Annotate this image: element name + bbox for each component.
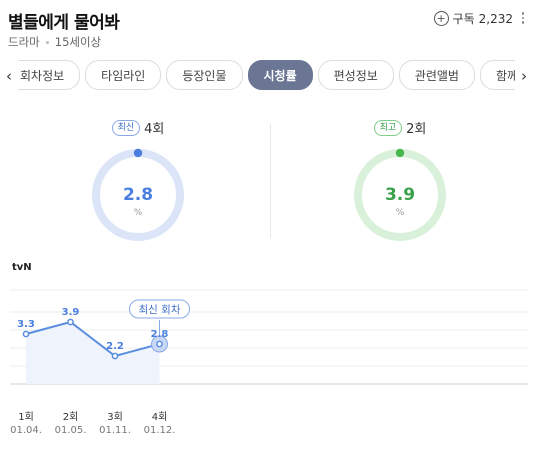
- page-title: 별들에게 물어봐: [8, 13, 120, 33]
- series-line: [25, 320, 160, 358]
- gauge-indicator: [395, 148, 405, 158]
- data-label: 2.2: [106, 341, 124, 352]
- peak-rating-value: 3.9: [385, 185, 415, 205]
- latest-rating-unit: %: [134, 208, 143, 218]
- tab-related-albums[interactable]: 관련앨범: [398, 60, 475, 90]
- chevron-left-icon[interactable]: ‹: [6, 67, 12, 85]
- peak-rating-gauge: 3.9 %: [354, 148, 446, 241]
- subscribe-label: 구독: [452, 12, 475, 26]
- latest-rating-value: 2.8: [123, 185, 153, 205]
- gauge-indicator: [133, 148, 143, 158]
- latest-rating-card: 최신 4회 2.8 %: [38, 118, 238, 248]
- episode-tick: 4회: [151, 412, 168, 423]
- data-point[interactable]: [22, 330, 30, 338]
- episode-tick: 1회: [18, 412, 34, 423]
- series-area: [26, 322, 160, 384]
- x-tick-label: 2회 01.05.: [51, 411, 91, 437]
- tab-track: 회차정보 타임라인 등장인물 시청률 편성정보 관련앨범 함께 볼: [18, 60, 515, 90]
- peak-episode: 2회: [406, 122, 427, 137]
- peak-rating-unit: %: [396, 208, 405, 218]
- data-point[interactable]: [156, 340, 163, 348]
- tab-watch-together[interactable]: 함께 볼: [479, 60, 515, 90]
- x-tick-label: 1회 01.04.: [6, 411, 46, 437]
- episode-tick: 2회: [62, 412, 79, 423]
- date-tick: 01.12.: [143, 425, 176, 436]
- subscribe-button[interactable]: + 구독 2,232: [433, 10, 513, 27]
- genre-label: 드라마: [8, 35, 40, 49]
- x-tick-label: 3회 01.11.: [95, 411, 135, 437]
- chevron-right-icon[interactable]: ›: [521, 67, 527, 85]
- age-rating-label: 15세이상: [54, 35, 102, 49]
- tab-timeline[interactable]: 타임라인: [85, 60, 162, 90]
- program-meta: 드라마 15세이상: [8, 34, 101, 50]
- channel-label: tvN: [12, 262, 32, 273]
- data-point[interactable]: [111, 352, 119, 360]
- tab-episode-info[interactable]: 회차정보: [18, 60, 81, 90]
- date-tick: 01.05.: [54, 425, 87, 436]
- latest-badge: 최신: [111, 119, 141, 136]
- latest-episode: 4회: [144, 122, 165, 137]
- tab-bar: ‹ 회차정보 타임라인 등장인물 시청률 편성정보 관련앨범 함께 볼 ›: [0, 60, 533, 90]
- subscribe-count: 2,232: [478, 11, 513, 26]
- date-tick: 01.04.: [10, 425, 42, 436]
- ratings-line-chart: 최신 회차 3.3 3.9 2.2 2.8: [10, 289, 528, 385]
- latest-episode-callout: [129, 299, 190, 319]
- date-tick: 01.11.: [99, 425, 131, 436]
- peak-badge: 최고: [373, 119, 403, 136]
- x-tick-label: 4회 01.12.: [140, 411, 180, 437]
- data-point[interactable]: [67, 318, 74, 326]
- plus-icon: +: [433, 11, 449, 26]
- program-header: 별들에게 물어봐 드라마 15세이상 + 구독 2,232: [8, 6, 525, 54]
- peak-rating-card: 최고 2회 3.9 %: [300, 118, 500, 248]
- divider: [270, 124, 271, 238]
- tab-cast[interactable]: 등장인물: [166, 60, 243, 90]
- data-label: 3.9: [62, 307, 80, 318]
- more-options-icon[interactable]: [521, 12, 525, 24]
- tab-ratings[interactable]: 시청률: [247, 60, 313, 90]
- data-label: 3.3: [17, 319, 35, 330]
- tab-row: 회차정보 타임라인 등장인물 시청률 편성정보 관련앨범 함께 볼: [18, 60, 515, 90]
- annotation-label: 최신 회차: [139, 304, 181, 316]
- latest-rating-gauge: 2.8 %: [92, 148, 184, 241]
- episode-tick: 3회: [107, 412, 123, 423]
- tab-schedule[interactable]: 편성정보: [317, 60, 394, 90]
- separator-dot: [45, 41, 49, 44]
- data-label: 2.8: [151, 329, 169, 340]
